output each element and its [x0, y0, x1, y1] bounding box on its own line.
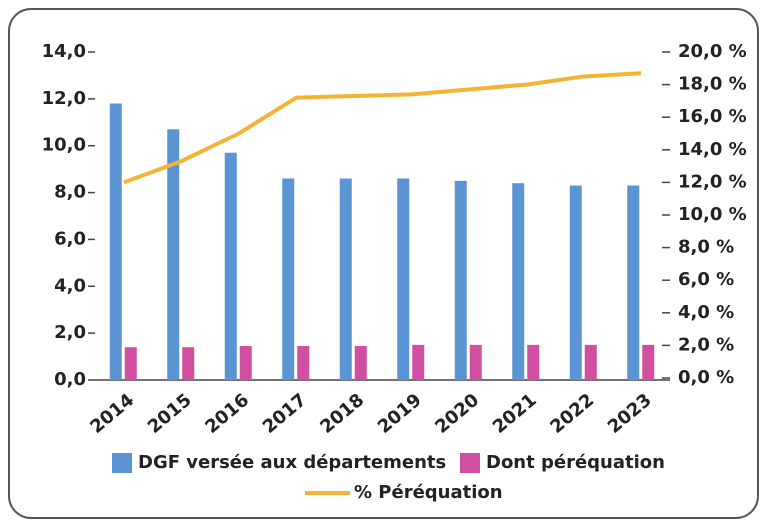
y2-tick-label: 10,0 % [678, 204, 747, 225]
y-tick-label: 6,0 [54, 228, 86, 249]
legend-swatch [460, 453, 480, 473]
bar [642, 344, 655, 380]
y2-tick-label: 2,0 % [678, 334, 734, 355]
bar [397, 178, 410, 380]
bar [454, 180, 467, 380]
bar [469, 344, 482, 380]
bar [224, 152, 237, 380]
y2-tick-label: 4,0 % [678, 302, 734, 323]
y2-tick-label: 20,0 % [678, 41, 747, 62]
bar [167, 129, 180, 380]
line [123, 71, 642, 185]
legend-label: Dont péréquation [486, 452, 665, 473]
y2-tick-label: 0,0 % [678, 367, 734, 388]
y-tick-label: 10,0 [42, 135, 86, 156]
legend-label: % Péréquation [354, 482, 503, 503]
bar [512, 183, 525, 380]
y2-tick-label: 14,0 % [678, 139, 747, 160]
y-tick-label: 0,0 [54, 369, 86, 390]
bar [124, 347, 137, 380]
frame [8, 8, 759, 519]
bar [584, 344, 597, 380]
legend-label: DGF versée aux départements [138, 452, 446, 473]
bar [297, 346, 310, 380]
bar [239, 346, 252, 380]
y2-tick-label: 16,0 % [678, 106, 747, 127]
y2-tick-label: 18,0 % [678, 74, 747, 95]
bar [527, 344, 540, 380]
bar [182, 347, 195, 380]
y-tick-label: 12,0 [42, 88, 86, 109]
y-tick-label: 2,0 [54, 322, 86, 343]
bar [354, 346, 367, 380]
y2-tick-label: 12,0 % [678, 171, 747, 192]
y-tick-label: 4,0 [54, 275, 86, 296]
y-tick-label: 8,0 [54, 182, 86, 203]
y-tick-label: 14,0 [42, 41, 86, 62]
bar [627, 185, 640, 380]
bar [569, 185, 582, 380]
legend-swatch [112, 453, 132, 473]
bar [282, 178, 295, 380]
bar [109, 103, 122, 381]
bar [339, 178, 352, 380]
y2-tick-label: 6,0 % [678, 269, 734, 290]
y2-tick-label: 8,0 % [678, 237, 734, 258]
bar [412, 344, 425, 380]
